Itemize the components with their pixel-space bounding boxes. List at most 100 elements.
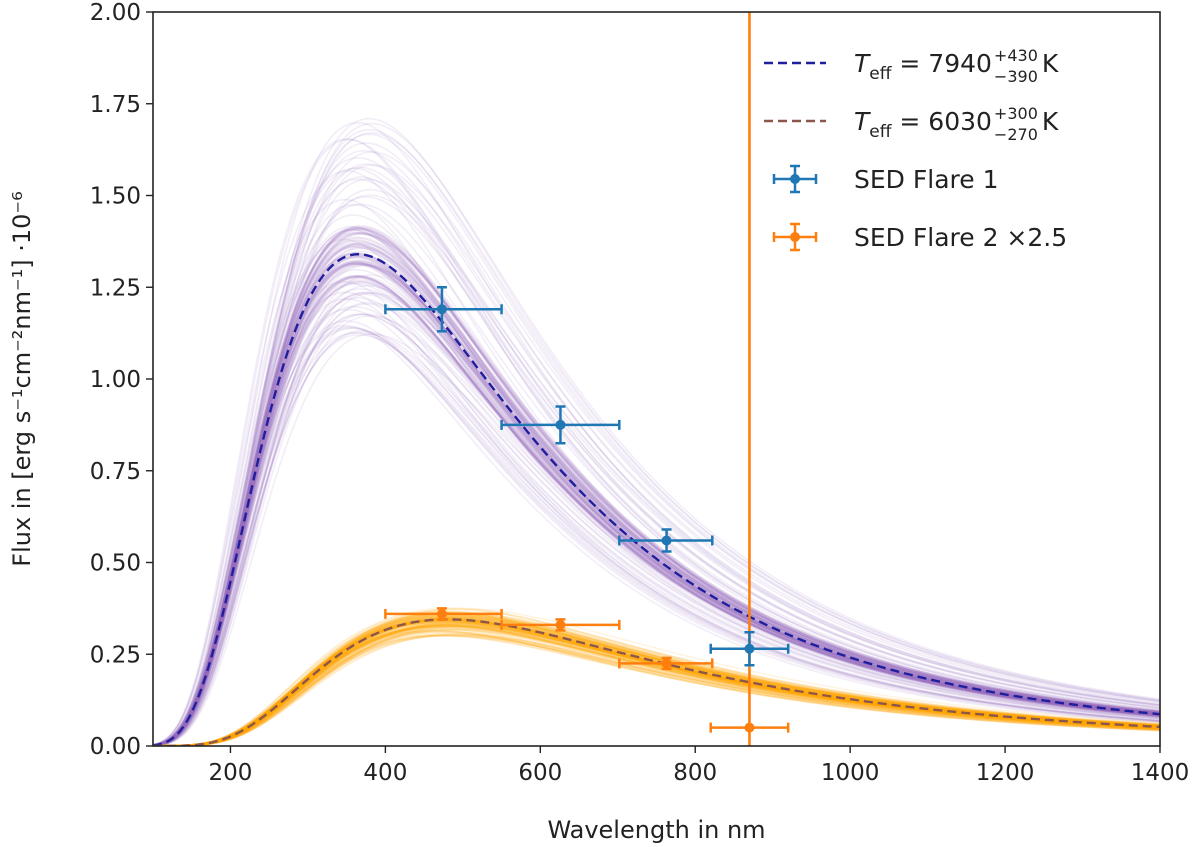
axis-ticks: 200 400 600 800 1000 1200 1400 0.00 0.25 0.50 0.75… <box>90 0 1189 786</box>
model-sample-curve <box>153 194 1160 746</box>
model-sample-curve <box>153 630 1160 746</box>
model-sample-curve <box>153 631 1160 746</box>
model-sample-curve <box>153 325 1160 746</box>
model-sample-curve <box>153 133 1160 746</box>
model-sample-curve <box>153 236 1160 746</box>
sed-point <box>500 618 621 632</box>
model-sample-curve <box>153 188 1160 746</box>
x-axis-label: Wavelength in nm <box>547 816 765 844</box>
model-sample-curve <box>153 149 1160 746</box>
model-sample-curve <box>153 624 1160 746</box>
y-tick-label: 1.50 <box>90 184 141 210</box>
model-sample-curve <box>153 616 1160 746</box>
model-sample-curve <box>153 617 1160 746</box>
model-sample-curve <box>153 608 1160 746</box>
model-sample-curve <box>153 610 1160 746</box>
model-sample-curve <box>153 296 1160 746</box>
model-sample-curve <box>153 122 1160 746</box>
model-sample-curve <box>153 620 1160 746</box>
model-sample-curve <box>153 121 1160 746</box>
model-sample-curve <box>153 163 1160 746</box>
model-sample-curve <box>153 292 1160 746</box>
legend-lower-error: −390 <box>994 67 1038 86</box>
model-sample-curve <box>153 262 1160 746</box>
legend-entry-model: Teff = 7940 +430 −390 K <box>764 46 1059 86</box>
model-sample-curve <box>153 607 1160 746</box>
sed-point <box>384 607 503 621</box>
model-sample-curve <box>153 151 1160 746</box>
x-tick-label: 400 <box>363 760 407 786</box>
legend-marker <box>790 232 800 242</box>
model-sample-curve <box>153 132 1160 746</box>
model-sample-curve <box>153 241 1160 746</box>
model-sample-curve <box>153 320 1160 746</box>
legend-unit: K <box>1042 107 1059 136</box>
model-sample-curve <box>153 613 1160 746</box>
y-tick-label: 1.75 <box>90 92 141 118</box>
data-marker <box>436 304 447 315</box>
model-sample-curve <box>153 313 1160 746</box>
x-tick-label: 600 <box>518 760 562 786</box>
model-sample-curve <box>153 633 1160 746</box>
y-tick-label: 0.00 <box>90 734 141 760</box>
model-sample-curve <box>153 612 1160 746</box>
legend-unit: K <box>1042 49 1059 78</box>
model-sample-curve <box>153 227 1160 746</box>
model-sample-curve <box>153 232 1160 746</box>
model-sample-curve <box>153 626 1160 746</box>
model-sample-curve <box>153 608 1160 746</box>
model-sample-curve <box>153 623 1160 746</box>
model-sample-curve <box>153 625 1160 746</box>
model-sample-curve <box>153 629 1160 746</box>
data-marker <box>661 535 672 546</box>
model-sample-curve <box>153 138 1160 746</box>
model-sample-curve <box>153 227 1160 746</box>
sed-point <box>709 722 790 733</box>
model-sample-curve <box>153 268 1160 746</box>
model-sample-curve <box>153 167 1160 746</box>
model-sample-curve <box>153 326 1160 746</box>
model-sample-curve <box>153 138 1160 746</box>
model-best-fit-line <box>153 252 1160 746</box>
model-sample-curve <box>153 330 1160 746</box>
sed-point <box>384 286 503 333</box>
model-sample-curve <box>153 280 1160 746</box>
model-sample-curve <box>153 634 1160 746</box>
model-sample-curve <box>153 624 1160 746</box>
model-sample-curve <box>153 633 1160 746</box>
model-sample-curve <box>153 178 1160 746</box>
model-sample-curve <box>153 231 1160 746</box>
model-sample-curve <box>153 198 1160 746</box>
model-sample-curve <box>153 631 1160 746</box>
sed-point <box>618 528 714 553</box>
model-sample-curve <box>153 284 1160 746</box>
model-sample-curve <box>153 634 1160 746</box>
model-sample-curve <box>153 612 1160 746</box>
model-sample-curve <box>153 156 1160 746</box>
model-sample-curve <box>153 203 1160 746</box>
model-sample-curve <box>153 275 1160 746</box>
model-sample-bands <box>153 117 1160 746</box>
model-sample-curve <box>153 280 1160 746</box>
model-sample-curve <box>153 632 1160 746</box>
legend-marker <box>790 174 800 184</box>
legend-entry-model: Teff = 6030 +300 −270 K <box>764 104 1059 144</box>
legend-label: SED Flare 1 <box>854 165 998 194</box>
model-sample-curve <box>153 298 1160 746</box>
model-sample-curve <box>153 261 1160 746</box>
model-sample-curve <box>153 238 1160 746</box>
model-sample-curve <box>153 142 1160 746</box>
data-marker <box>744 643 755 654</box>
model-sample-curve <box>153 262 1160 746</box>
model-sample-curve <box>153 626 1160 746</box>
legend-label: Teff = 7940 <box>854 49 992 84</box>
model-sample-curve <box>153 275 1160 746</box>
y-tick-label: 0.50 <box>90 551 141 577</box>
model-sample-curve <box>153 620 1160 746</box>
legend-lower-error: −270 <box>994 125 1038 144</box>
model-sample-curve <box>153 628 1160 746</box>
x-tick-label: 1200 <box>976 760 1035 786</box>
model-sample-curve <box>153 624 1160 746</box>
model-sample-curve <box>153 331 1160 746</box>
model-sample-curve <box>153 634 1160 746</box>
